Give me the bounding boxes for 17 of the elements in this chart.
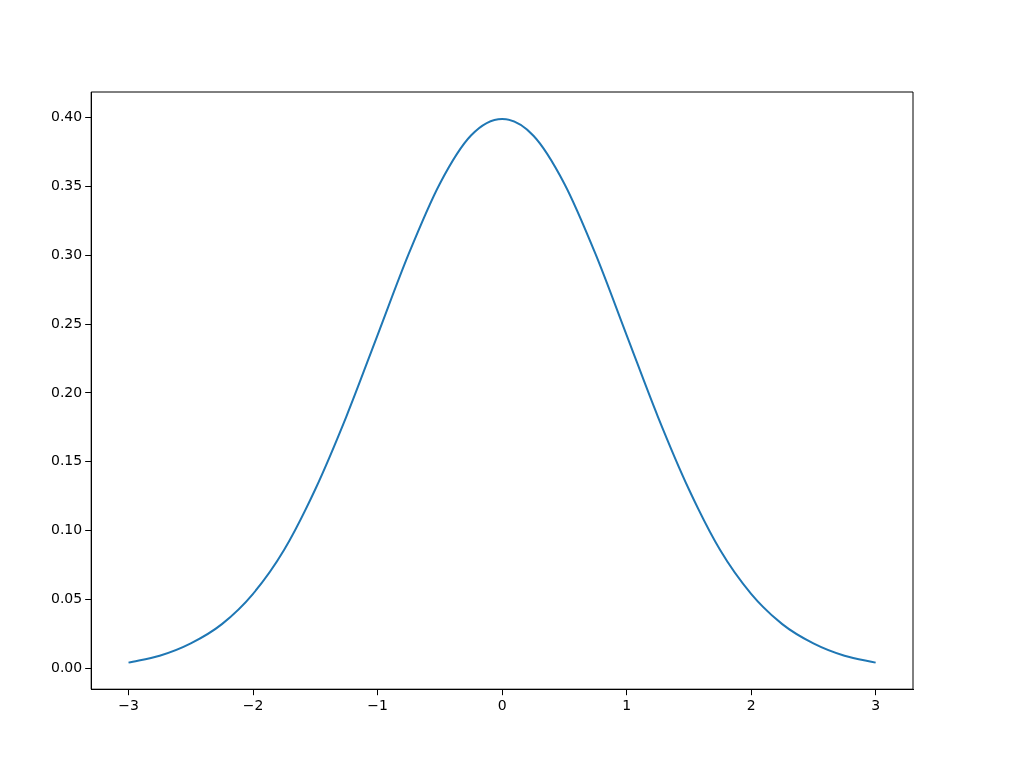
y-tick-label: 0.30 xyxy=(51,245,83,262)
x-tick-label: −1 xyxy=(367,697,388,714)
x-tick-label: −3 xyxy=(118,697,139,714)
y-tick-label: 0.35 xyxy=(51,177,83,194)
x-tick-label: −2 xyxy=(242,697,264,714)
y-tick-label: 0.25 xyxy=(51,314,83,331)
y-tick-label: 0.15 xyxy=(51,452,83,469)
y-tick-label: 0.10 xyxy=(51,521,83,538)
line-series xyxy=(127,117,877,664)
y-tick-label: 0.20 xyxy=(51,383,83,400)
x-tick-label: 0 xyxy=(497,697,507,714)
x-tick-label: 2 xyxy=(746,697,756,714)
x-tick-label: 3 xyxy=(871,697,881,714)
y-tick-label: 0.40 xyxy=(51,108,83,125)
x-tick-label: 1 xyxy=(622,697,632,714)
y-tick-label: 0.05 xyxy=(51,589,83,606)
y-tick-label: 0.00 xyxy=(51,658,83,675)
